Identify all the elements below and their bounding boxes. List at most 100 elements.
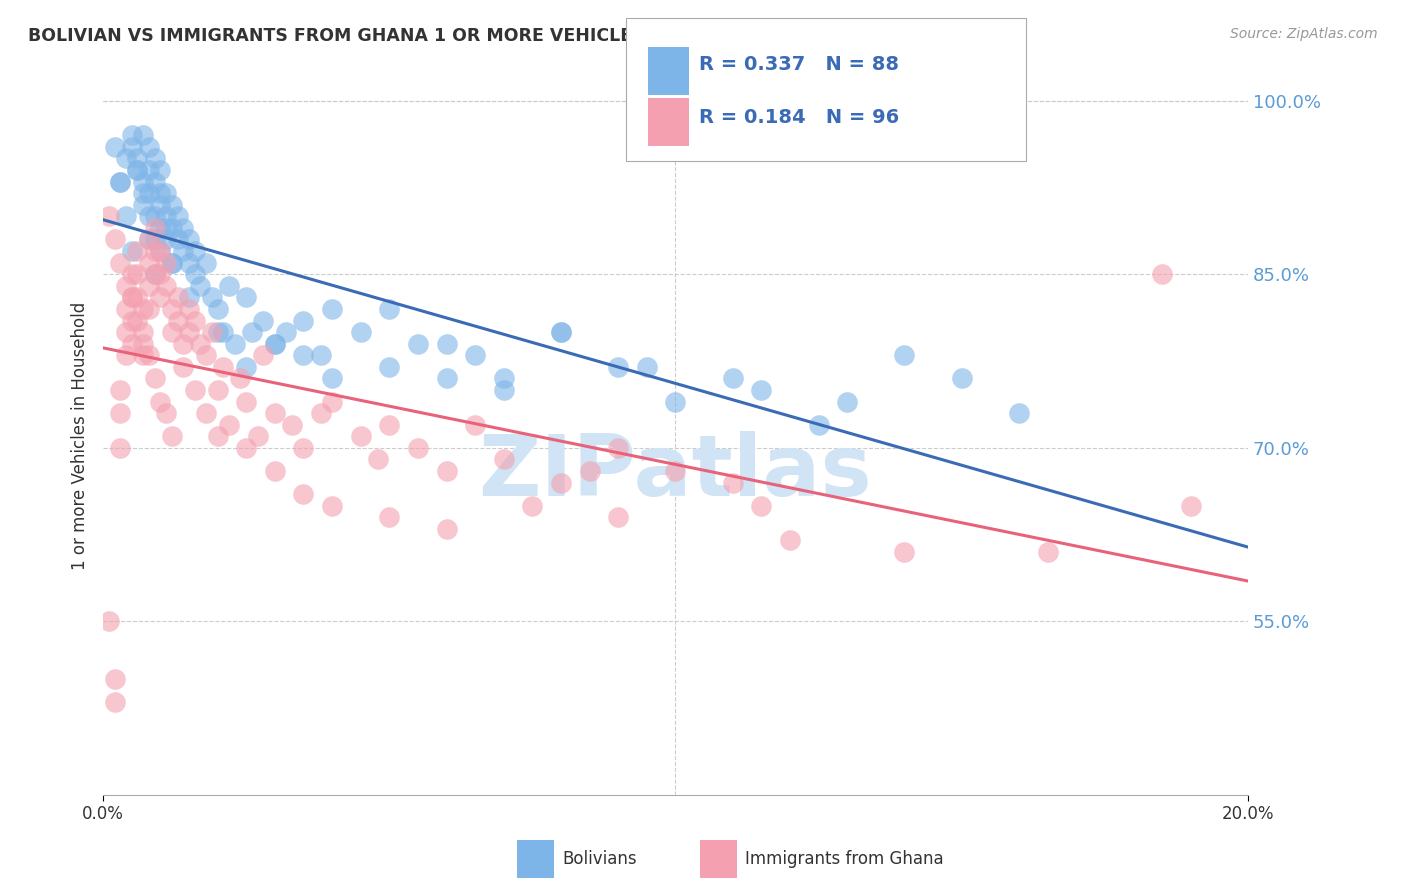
Point xyxy=(378,510,401,524)
Point xyxy=(155,186,177,201)
Point xyxy=(177,325,200,339)
Point xyxy=(263,336,285,351)
Point xyxy=(218,417,240,432)
Point xyxy=(1180,499,1202,513)
Point xyxy=(138,301,160,316)
Point xyxy=(321,394,343,409)
Point xyxy=(103,140,125,154)
Point xyxy=(149,290,172,304)
Point xyxy=(212,359,235,374)
Point xyxy=(115,325,138,339)
Point xyxy=(160,325,183,339)
Point xyxy=(578,464,600,478)
Point xyxy=(160,255,183,269)
Text: ZIPatlas: ZIPatlas xyxy=(478,431,872,514)
Point xyxy=(138,232,160,246)
Point xyxy=(350,325,373,339)
Point xyxy=(149,198,172,212)
Point xyxy=(97,615,120,629)
Point xyxy=(121,290,143,304)
Point xyxy=(132,175,155,189)
Point xyxy=(607,441,630,455)
Point xyxy=(143,232,166,246)
Point xyxy=(664,394,686,409)
Point xyxy=(155,406,177,420)
Point xyxy=(149,267,172,281)
Point xyxy=(166,210,188,224)
Point xyxy=(149,244,172,258)
Point xyxy=(110,383,132,397)
Point xyxy=(155,278,177,293)
Point xyxy=(309,406,332,420)
Point xyxy=(218,278,240,293)
Point xyxy=(207,301,229,316)
Point xyxy=(160,221,183,235)
Point xyxy=(224,336,246,351)
Point xyxy=(155,210,177,224)
Point xyxy=(195,406,218,420)
Point xyxy=(281,417,304,432)
Point xyxy=(492,383,515,397)
Point xyxy=(550,325,572,339)
Point xyxy=(127,152,149,166)
Point xyxy=(121,313,143,327)
Point xyxy=(1150,267,1173,281)
Point xyxy=(149,221,172,235)
Point xyxy=(138,186,160,201)
Point xyxy=(252,313,274,327)
Point xyxy=(138,278,160,293)
Point xyxy=(350,429,373,443)
Text: Immigrants from Ghana: Immigrants from Ghana xyxy=(745,850,943,868)
Point xyxy=(110,406,132,420)
Point xyxy=(378,417,401,432)
Point xyxy=(172,336,194,351)
Point xyxy=(183,244,205,258)
Point xyxy=(1036,545,1059,559)
Point xyxy=(321,301,343,316)
Point xyxy=(172,244,194,258)
Point xyxy=(172,359,194,374)
Point xyxy=(522,499,544,513)
Point xyxy=(406,441,429,455)
Point xyxy=(406,336,429,351)
Point xyxy=(436,464,458,478)
Point xyxy=(201,290,224,304)
Point xyxy=(138,163,160,178)
Point xyxy=(127,313,149,327)
Point xyxy=(143,210,166,224)
Point xyxy=(132,336,155,351)
Point xyxy=(103,232,125,246)
Point xyxy=(103,673,125,687)
Point xyxy=(132,301,155,316)
Point xyxy=(177,232,200,246)
Point xyxy=(97,210,120,224)
Point xyxy=(166,232,188,246)
Point xyxy=(155,232,177,246)
Point xyxy=(121,140,143,154)
Point xyxy=(276,325,298,339)
Point xyxy=(378,359,401,374)
Point xyxy=(160,198,183,212)
Point xyxy=(207,429,229,443)
Text: BOLIVIAN VS IMMIGRANTS FROM GHANA 1 OR MORE VEHICLES IN HOUSEHOLD CORRELATION CH: BOLIVIAN VS IMMIGRANTS FROM GHANA 1 OR M… xyxy=(28,27,1015,45)
Point xyxy=(893,545,915,559)
Point xyxy=(160,301,183,316)
Point xyxy=(229,371,252,385)
Y-axis label: 1 or more Vehicles in Household: 1 or more Vehicles in Household xyxy=(72,302,89,570)
Point xyxy=(240,325,263,339)
Point xyxy=(779,533,801,548)
Point xyxy=(235,394,257,409)
Point xyxy=(103,696,125,710)
Point xyxy=(110,175,132,189)
Point xyxy=(177,301,200,316)
Point xyxy=(292,487,315,501)
Point xyxy=(309,348,332,362)
Point xyxy=(115,152,138,166)
Point xyxy=(235,441,257,455)
Point xyxy=(177,290,200,304)
Point xyxy=(436,336,458,351)
Point xyxy=(160,429,183,443)
Point xyxy=(464,348,486,362)
Point xyxy=(138,140,160,154)
Point xyxy=(166,313,188,327)
